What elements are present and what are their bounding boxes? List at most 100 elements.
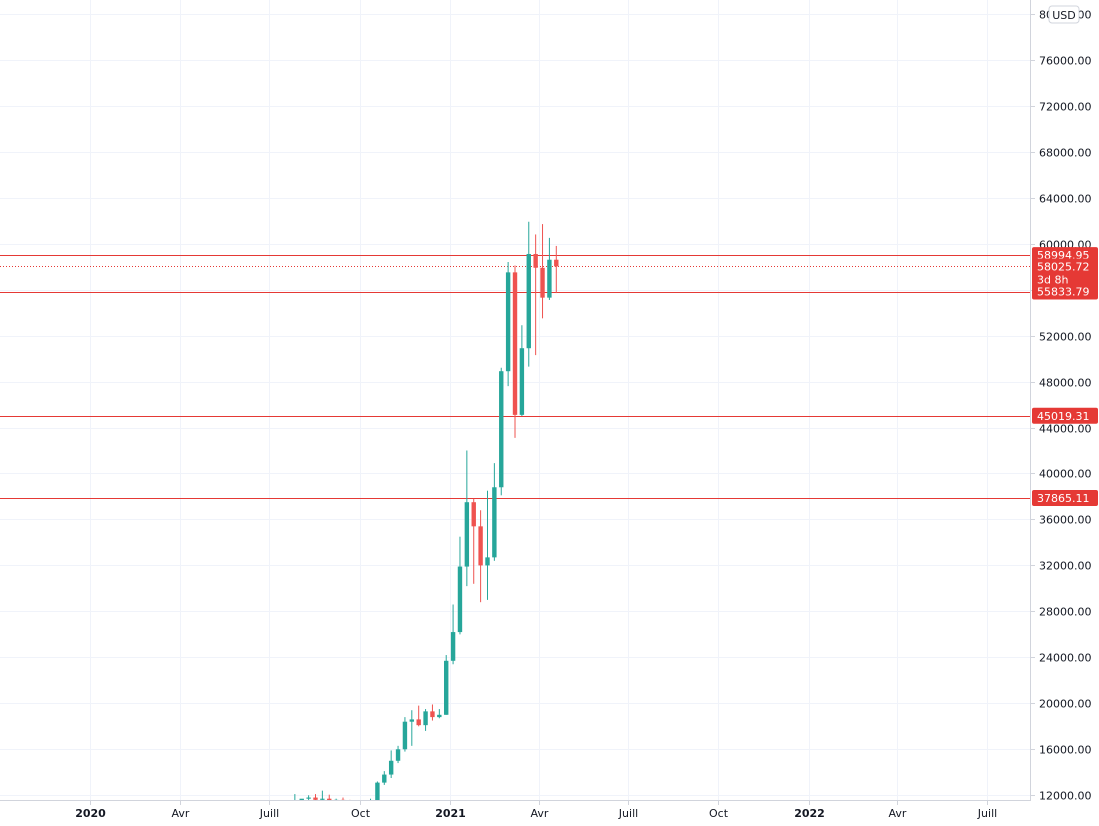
candle: [512, 265, 518, 438]
price-tick-label: 20000.00: [1039, 698, 1092, 711]
candle: [478, 510, 483, 603]
candle-body: [499, 371, 504, 488]
candle: [457, 536, 463, 635]
candle-body: [388, 760, 394, 775]
candle: [485, 490, 490, 600]
level-price-label: 45019.31: [1037, 410, 1090, 423]
candle-body: [540, 267, 545, 298]
level-price-label: 37865.11: [1037, 492, 1090, 505]
time-tick-label: Oct: [709, 807, 729, 820]
candle-body: [306, 797, 311, 799]
candle-body: [375, 782, 380, 801]
time-tick-label: Avr: [889, 807, 907, 820]
candle-body: [547, 259, 552, 298]
level-price-label: 55833.79: [1037, 286, 1090, 299]
time-tick-label: Juill: [977, 807, 997, 820]
currency-label: USD: [1052, 9, 1076, 22]
candle-body: [471, 502, 476, 527]
candle-body: [519, 348, 525, 415]
candle: [416, 705, 421, 727]
candle: [526, 221, 531, 367]
candle: [471, 498, 476, 584]
candle-body: [382, 774, 387, 783]
price-tick-label: 24000.00: [1039, 652, 1092, 665]
price-tick-label: 72000.00: [1039, 101, 1092, 114]
candle: [430, 704, 435, 721]
current-price-label: 58025.72: [1037, 261, 1090, 274]
candle-body: [478, 526, 483, 566]
candle: [499, 367, 504, 496]
candle: [437, 709, 442, 719]
candle-body: [450, 632, 456, 661]
price-tick-label: 48000.00: [1039, 377, 1092, 390]
price-tick-label: 16000.00: [1039, 744, 1092, 757]
candle-body: [554, 259, 559, 267]
candle-body: [464, 502, 470, 567]
candle-body: [320, 798, 325, 800]
candle: [382, 771, 387, 785]
candle-body: [526, 253, 531, 349]
candles: [292, 221, 559, 819]
candle-body: [416, 719, 421, 726]
candle-body: [492, 487, 497, 558]
currency-badge[interactable]: USD: [1048, 5, 1080, 24]
time-axis-background[interactable]: [0, 801, 1031, 826]
time-tick-label: 2022: [794, 807, 825, 820]
candle-body: [533, 253, 538, 268]
candle-body: [430, 711, 435, 718]
candle-body: [327, 798, 332, 801]
candle: [409, 710, 415, 746]
candle-body: [505, 272, 511, 372]
price-tick-label: 76000.00: [1039, 55, 1092, 68]
candle: [533, 234, 538, 356]
candle: [519, 325, 525, 417]
candle-body: [512, 272, 518, 415]
candle: [444, 655, 449, 715]
level-labels: 58994.9555833.7945019.3137865.1158025.72…: [1032, 247, 1098, 507]
time-tick-label: Juill: [259, 807, 279, 820]
grid-lines: [0, 0, 1031, 801]
candle-body: [313, 797, 318, 800]
candle-body: [485, 557, 490, 566]
time-tick-label: Avr: [531, 807, 549, 820]
candle: [554, 245, 559, 294]
price-tick-label: 68000.00: [1039, 147, 1092, 160]
price-tick-label: 36000.00: [1039, 514, 1092, 527]
time-tick-label: 2021: [435, 807, 466, 820]
current-price-label-bg: [1032, 258, 1098, 287]
candle-body: [402, 721, 408, 750]
candle: [505, 262, 511, 387]
time-tick-label: Oct: [351, 807, 371, 820]
price-tick-label: 52000.00: [1039, 331, 1092, 344]
price-tick-label: 64000.00: [1039, 193, 1092, 206]
candle-body: [409, 719, 415, 722]
candle: [402, 717, 408, 752]
time-tick-label: Juill: [618, 807, 638, 820]
time-tick-label: 2020: [75, 807, 106, 820]
candle-body: [457, 566, 463, 633]
price-tick-label: 28000.00: [1039, 606, 1092, 619]
candle-countdown-label: 3d 8h: [1037, 274, 1068, 287]
candle: [450, 604, 456, 665]
candle: [423, 709, 428, 731]
price-tick-label: 12000.00: [1039, 790, 1092, 803]
candle: [464, 450, 470, 587]
level-price-label-bg: [1032, 407, 1098, 424]
candle-body: [437, 714, 442, 718]
candle-body: [444, 660, 449, 715]
level-price-label-bg: [1032, 490, 1098, 507]
candle-body: [395, 749, 401, 761]
candle: [388, 750, 394, 779]
level-price-label-bg: [1032, 283, 1098, 300]
time-tick-label: Avr: [172, 807, 190, 820]
candle: [313, 794, 318, 801]
candle-body: [423, 711, 428, 726]
candle: [375, 781, 380, 803]
candle: [395, 745, 401, 764]
price-tick-label: 32000.00: [1039, 560, 1092, 573]
price-tick-label: 40000.00: [1039, 468, 1092, 481]
candle: [492, 463, 497, 561]
candle: [540, 224, 545, 319]
time-axis-ticks: 2020 Avr Juill Oct 2021 Avr Juill Oct 2022 Avr Jui…: [75, 801, 997, 820]
